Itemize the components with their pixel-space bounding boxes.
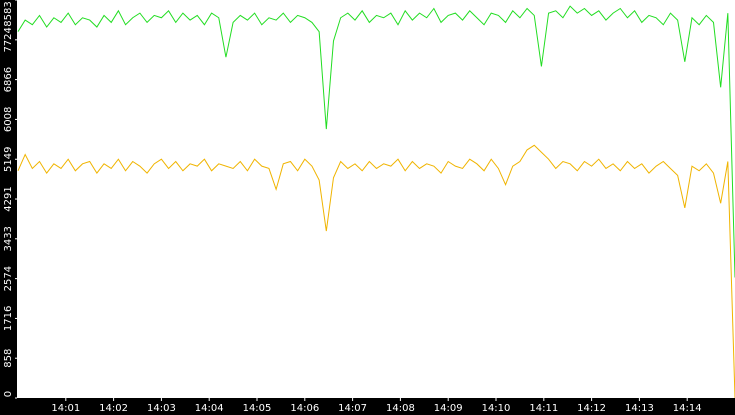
y-tick-label: 6866	[3, 67, 14, 92]
series-line	[17, 144, 735, 399]
y-tick-label: 6008	[3, 107, 14, 132]
x-tick-label: 14:07	[338, 403, 367, 414]
x-tick-label: 14:06	[290, 403, 319, 414]
x-tick-label: 14:03	[147, 403, 176, 414]
series-line	[17, 5, 735, 278]
y-tick-label: 0	[3, 391, 14, 397]
y-tick-label: 7724	[3, 27, 14, 52]
x-tick-label: 14:02	[99, 403, 128, 414]
x-tick-label: 14:12	[577, 403, 606, 414]
x-tick-label: 14:04	[195, 403, 224, 414]
y-tick-label: 5149	[3, 147, 14, 172]
x-tick-label: 14:11	[529, 403, 558, 414]
x-axis-band	[0, 398, 735, 415]
y-tick-label: 3433	[3, 226, 14, 251]
x-tick-label: 14:14	[673, 403, 702, 414]
y-tick-label: 1716	[3, 306, 14, 331]
y-tick-label: 2574	[3, 266, 14, 291]
x-tick-label: 14:05	[243, 403, 272, 414]
x-tick-label: 14:13	[625, 403, 654, 414]
y-tick-label: 858	[3, 349, 14, 368]
x-tick-label: 14:10	[482, 403, 511, 414]
x-tick-label: 14:09	[434, 403, 463, 414]
x-tick-label: 14:08	[386, 403, 415, 414]
y-tick-label: 4291	[3, 186, 14, 211]
y-axis-band	[0, 0, 17, 415]
y-tick-label: 8583	[3, 1, 14, 26]
x-tick-label: 14:01	[51, 403, 80, 414]
